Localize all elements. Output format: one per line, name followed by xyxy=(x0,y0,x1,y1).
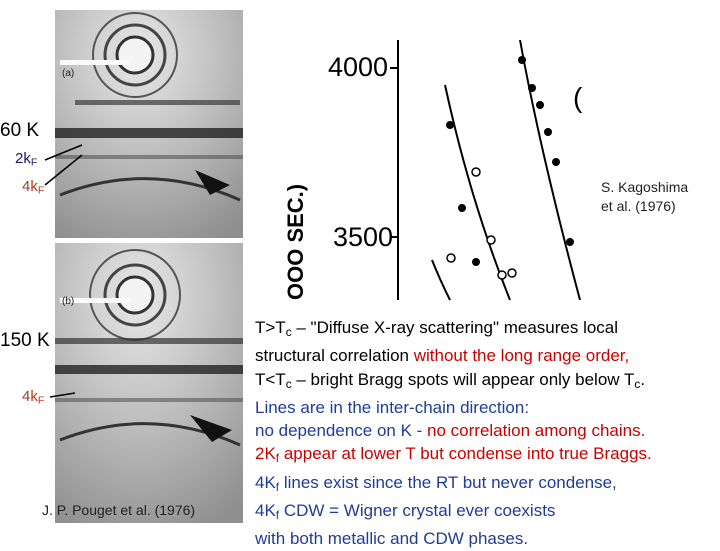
text-segment: without the long range order, xyxy=(413,346,630,366)
text-segment: appear at lower T but condense into true… xyxy=(279,444,652,464)
credit: J. P. Pouget et al. (1976) xyxy=(42,502,196,518)
graph-image xyxy=(390,39,581,301)
subscript: f xyxy=(275,507,280,522)
text-segment: 2K xyxy=(255,444,276,464)
label-arrows xyxy=(44,144,83,398)
label-base: 4k xyxy=(22,178,38,195)
text-line: T<Tc – bright Bragg spots will appear on… xyxy=(255,368,652,396)
text-line: Lines are in the inter-chain direction: xyxy=(255,396,652,419)
label-sub: F xyxy=(30,156,38,169)
text-line: 4Kf CDW = Wigner crystal ever coexists xyxy=(255,499,652,527)
graph-tick-label: 3500 xyxy=(333,222,394,252)
text-segment: Lines are in the inter-chain direction: xyxy=(255,397,530,417)
subscript: f xyxy=(275,451,280,466)
label-sub: F xyxy=(37,184,45,197)
subscript: f xyxy=(275,479,280,494)
text-segment: T>T xyxy=(255,318,286,337)
text-segment: no dependence on K - xyxy=(255,421,428,441)
text-segment: 4K xyxy=(255,472,276,492)
text-segment: no correlation among chains. xyxy=(427,421,646,441)
subscript: c xyxy=(285,376,292,391)
text-segment: lines exist since the RT but never conde… xyxy=(279,472,617,492)
text-segment: structural correlation xyxy=(255,346,414,366)
wavevector-label: 4kF xyxy=(22,178,44,197)
text-segment: – "Diffuse X-ray scattering" measures lo… xyxy=(291,318,619,337)
text-segment: . xyxy=(640,369,646,389)
explanation-text: T>Tc – "Diffuse X-ray scattering" measur… xyxy=(255,316,652,551)
wavevector-label: 2kF xyxy=(15,150,37,169)
label-base: 2k xyxy=(15,150,31,167)
graph-axis-label: OOO SEC.) xyxy=(283,183,308,300)
temperature-label: 150 K xyxy=(0,330,50,351)
credit: S. Kagoshima et al. (1976) xyxy=(601,179,689,214)
panel-label: (b) xyxy=(62,296,75,307)
subscript: c xyxy=(285,324,292,339)
text-segment: – bright Bragg spots will appear only be… xyxy=(291,369,635,389)
text-line: 4Kf lines exist since the RT but never c… xyxy=(255,471,652,499)
xray-image-a xyxy=(55,10,243,238)
xray-image-b xyxy=(55,243,243,523)
text-segment: with both metallic and CDW phases. xyxy=(255,529,529,549)
subscript: c xyxy=(634,376,641,391)
label-base: 4k xyxy=(22,388,38,405)
text-segment: T<T xyxy=(255,369,286,389)
label-sub: F xyxy=(37,394,45,407)
text-segment: 4K xyxy=(255,500,276,520)
text-line: T>Tc – "Diffuse X-ray scattering" measur… xyxy=(255,316,652,344)
text-segment: CDW = Wigner crystal ever coexists xyxy=(279,500,556,520)
wavevector-label: 4kF xyxy=(22,388,44,407)
temperature-label: 60 K xyxy=(0,120,40,141)
text-line: with both metallic and CDW phases. xyxy=(255,527,652,550)
graph-paren: ( xyxy=(573,82,583,113)
panel-label: (a) xyxy=(62,68,75,79)
text-line: no dependence on K - no correlation amon… xyxy=(255,419,652,442)
text-line: 2Kf appear at lower T but condense into … xyxy=(255,442,652,470)
graph-tick-label: 4000 xyxy=(328,52,389,82)
text-line: structural correlation without the long … xyxy=(255,344,652,367)
